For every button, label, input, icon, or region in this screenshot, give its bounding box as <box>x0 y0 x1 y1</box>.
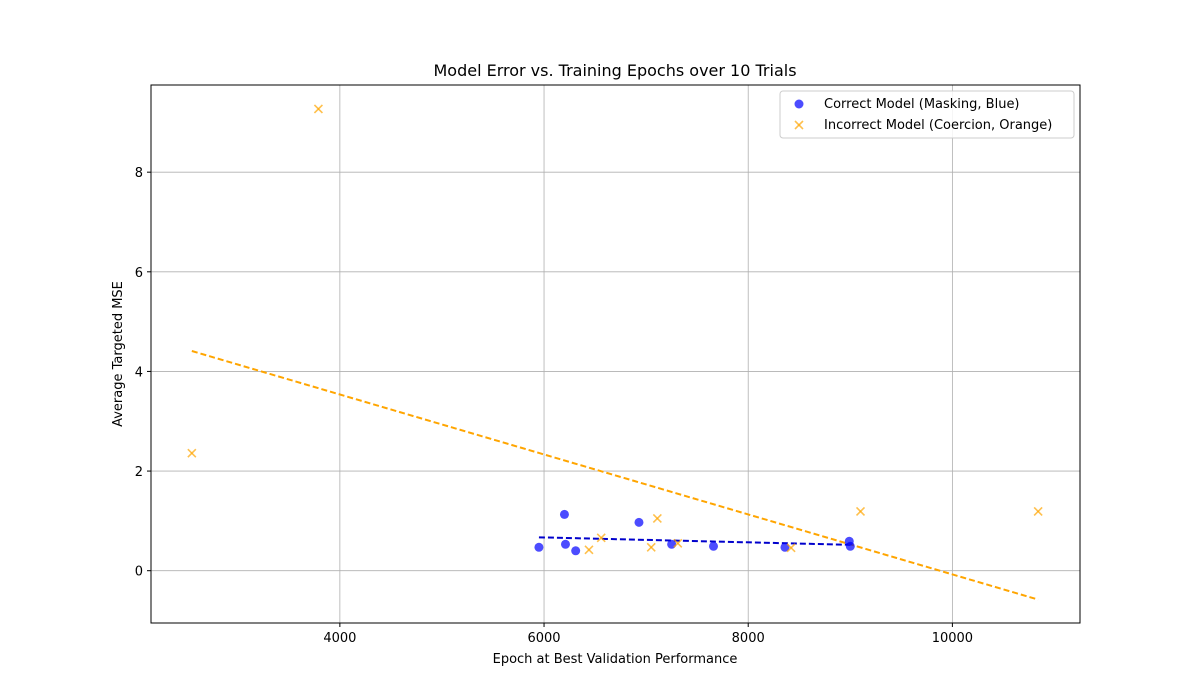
x-marker-stroke <box>786 543 796 553</box>
trend-line-series-0 <box>538 536 851 546</box>
data-point-series-0 <box>559 509 569 519</box>
data-point-series-1 <box>187 448 197 458</box>
data-point-series-1 <box>1033 506 1043 516</box>
x-marker-stroke <box>596 533 606 543</box>
data-point-series-1 <box>673 538 683 548</box>
x-tick-label: 4000 <box>323 631 356 646</box>
legend-label-series-1: Incorrect Model (Coercion, Orange) <box>824 118 1052 133</box>
y-tick-label: 4 <box>135 365 143 380</box>
legend-box <box>779 90 1075 139</box>
data-point-series-0 <box>634 517 644 527</box>
data-point-series-0 <box>560 539 570 549</box>
axis-ticks: 4000 6000 8000 10000 0 2 4 6 8 <box>135 166 973 646</box>
data-point-series-1 <box>855 506 866 516</box>
y-tick-label: 0 <box>135 565 143 580</box>
data-point-series-1 <box>596 533 606 543</box>
data-point-series-0 <box>709 541 719 551</box>
data-point-series-1 <box>786 543 796 553</box>
data-point-series-1 <box>646 542 656 552</box>
x-marker-stroke <box>1033 506 1043 516</box>
data-point-series-0 <box>534 542 544 552</box>
legend-marker-series-1 <box>794 120 804 130</box>
trend-line-series-1 <box>191 350 1039 601</box>
x-marker-stroke <box>794 120 804 130</box>
x-marker-stroke <box>673 538 683 548</box>
data-point-series-0 <box>571 546 581 556</box>
y-axis-label: Average Targeted MSE <box>111 281 126 427</box>
y-tick-label: 2 <box>135 465 143 480</box>
data-point-series-0 <box>845 541 855 551</box>
x-marker-stroke <box>652 513 662 523</box>
x-marker-stroke <box>584 545 594 555</box>
trend-lines <box>191 350 1039 601</box>
y-tick-label: 8 <box>135 166 143 181</box>
data-points <box>187 104 1043 556</box>
data-point-series-1 <box>584 545 594 555</box>
x-tick-label: 8000 <box>732 631 765 646</box>
data-point-series-1 <box>652 513 662 523</box>
data-point-series-1 <box>313 104 323 114</box>
x-marker-stroke <box>646 542 656 552</box>
plot-area-frame <box>150 84 1081 624</box>
grid <box>151 85 1080 623</box>
x-marker-stroke <box>855 506 866 516</box>
x-axis-label: Epoch at Best Validation Performance <box>493 652 738 667</box>
x-marker-stroke <box>313 104 323 114</box>
legend-marker-series-0 <box>794 99 804 109</box>
chart-title: Model Error vs. Training Epochs over 10 … <box>433 61 796 80</box>
x-tick-label: 6000 <box>527 631 560 646</box>
x-marker-stroke <box>187 448 197 458</box>
y-tick-label: 6 <box>135 266 143 281</box>
x-tick-label: 10000 <box>932 631 973 646</box>
legend-label-series-0: Correct Model (Masking, Blue) <box>824 97 1020 112</box>
legend: Correct Model (Masking, Blue) Incorrect M… <box>779 90 1075 139</box>
